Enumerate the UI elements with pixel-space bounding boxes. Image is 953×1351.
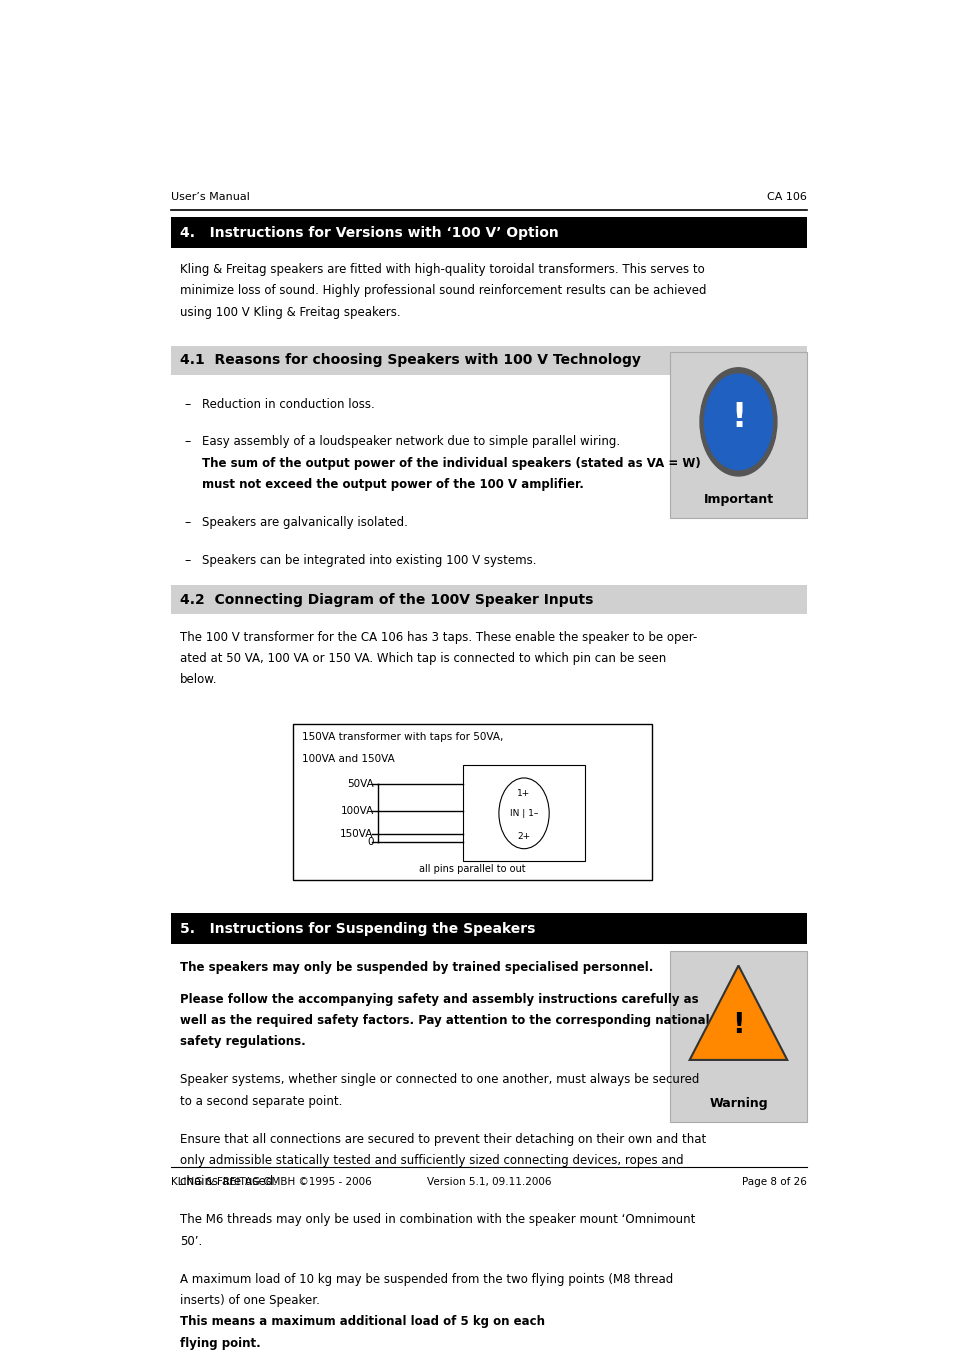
Text: 50VA: 50VA xyxy=(347,780,374,789)
FancyBboxPatch shape xyxy=(171,913,806,944)
Text: –: – xyxy=(184,554,191,567)
Text: IN | 1–: IN | 1– xyxy=(509,809,537,817)
Text: The sum of the output power of the individual speakers (stated as VA = W): The sum of the output power of the indiv… xyxy=(202,457,700,470)
Text: This means a maximum additional load of 5 kg on each: This means a maximum additional load of … xyxy=(180,1316,544,1328)
FancyBboxPatch shape xyxy=(669,353,806,519)
Text: flying point.: flying point. xyxy=(180,1336,260,1350)
Text: 2+: 2+ xyxy=(517,832,530,840)
Text: CA 106: CA 106 xyxy=(766,192,806,203)
Text: only admissible statically tested and sufficiently sized connecting devices, rop: only admissible statically tested and su… xyxy=(180,1154,682,1167)
Text: 5.   Instructions for Suspending the Speakers: 5. Instructions for Suspending the Speak… xyxy=(180,921,535,936)
Text: to a second separate point.: to a second separate point. xyxy=(180,1094,342,1108)
FancyBboxPatch shape xyxy=(171,585,806,615)
Text: The 100 V transformer for the CA 106 has 3 taps. These enable the speaker to be : The 100 V transformer for the CA 106 has… xyxy=(180,631,697,644)
Text: 150VA: 150VA xyxy=(340,830,374,839)
Text: inserts) of one Speaker.: inserts) of one Speaker. xyxy=(180,1294,319,1306)
FancyBboxPatch shape xyxy=(293,724,651,880)
FancyBboxPatch shape xyxy=(171,218,806,249)
Text: all pins parallel to out: all pins parallel to out xyxy=(418,863,525,874)
Circle shape xyxy=(700,367,776,476)
Circle shape xyxy=(703,374,772,470)
Circle shape xyxy=(498,778,549,848)
Text: KLING & FREITAG GMBH ©1995 - 2006: KLING & FREITAG GMBH ©1995 - 2006 xyxy=(171,1178,372,1188)
Text: –: – xyxy=(184,397,191,411)
Text: 50’.: 50’. xyxy=(180,1235,202,1247)
Text: –: – xyxy=(184,435,191,449)
Text: 4.2  Connecting Diagram of the 100V Speaker Inputs: 4.2 Connecting Diagram of the 100V Speak… xyxy=(180,593,593,607)
Text: 100VA: 100VA xyxy=(340,807,374,816)
Text: !: ! xyxy=(731,1011,744,1039)
Text: –: – xyxy=(184,516,191,528)
Text: !: ! xyxy=(730,401,745,434)
Text: The speakers may only be suspended by trained specialised personnel.: The speakers may only be suspended by tr… xyxy=(180,961,653,974)
Text: User’s Manual: User’s Manual xyxy=(171,192,250,203)
Text: below.: below. xyxy=(180,673,217,686)
FancyBboxPatch shape xyxy=(462,766,584,861)
Text: 4.   Instructions for Versions with ‘100 V’ Option: 4. Instructions for Versions with ‘100 V… xyxy=(180,226,558,240)
Text: The M6 threads may only be used in combination with the speaker mount ‘Omnimount: The M6 threads may only be used in combi… xyxy=(180,1213,695,1227)
Text: chains are used.: chains are used. xyxy=(180,1175,276,1189)
Text: Easy assembly of a loudspeaker network due to simple parallel wiring.: Easy assembly of a loudspeaker network d… xyxy=(202,435,619,449)
FancyBboxPatch shape xyxy=(669,951,806,1123)
Text: 100VA and 150VA: 100VA and 150VA xyxy=(301,754,395,763)
Text: must not exceed the output power of the 100 V amplifier.: must not exceed the output power of the … xyxy=(202,478,583,490)
Text: 4.1  Reasons for choosing Speakers with 100 V Technology: 4.1 Reasons for choosing Speakers with 1… xyxy=(180,354,640,367)
Text: Warning: Warning xyxy=(708,1097,767,1109)
Text: Version 5.1, 09.11.2006: Version 5.1, 09.11.2006 xyxy=(426,1178,551,1188)
Text: Speakers are galvanically isolated.: Speakers are galvanically isolated. xyxy=(202,516,408,528)
Text: Reduction in conduction loss.: Reduction in conduction loss. xyxy=(202,397,375,411)
Text: minimize loss of sound. Highly professional sound reinforcement results can be a: minimize loss of sound. Highly professio… xyxy=(180,284,705,297)
Text: well as the required safety factors. Pay attention to the corresponding national: well as the required safety factors. Pay… xyxy=(180,1015,709,1027)
Text: Important: Important xyxy=(702,493,773,505)
Text: A maximum load of 10 kg may be suspended from the two flying points (M8 thread: A maximum load of 10 kg may be suspended… xyxy=(180,1273,673,1286)
Text: Kling & Freitag speakers are fitted with high-quality toroidal transformers. Thi: Kling & Freitag speakers are fitted with… xyxy=(180,263,704,276)
Text: ated at 50 VA, 100 VA or 150 VA. Which tap is connected to which pin can be seen: ated at 50 VA, 100 VA or 150 VA. Which t… xyxy=(180,653,665,665)
Text: Speaker systems, whether single or connected to one another, must always be secu: Speaker systems, whether single or conne… xyxy=(180,1074,699,1086)
Text: 1+: 1+ xyxy=(517,789,530,798)
Text: 0: 0 xyxy=(367,838,374,847)
Text: Please follow the accompanying safety and assembly instructions carefully as: Please follow the accompanying safety an… xyxy=(180,993,698,1005)
Text: Speakers can be integrated into existing 100 V systems.: Speakers can be integrated into existing… xyxy=(202,554,536,567)
Text: Page 8 of 26: Page 8 of 26 xyxy=(741,1178,806,1188)
Text: using 100 V Kling & Freitag speakers.: using 100 V Kling & Freitag speakers. xyxy=(180,305,400,319)
Text: Ensure that all connections are secured to prevent their detaching on their own : Ensure that all connections are secured … xyxy=(180,1132,705,1146)
Polygon shape xyxy=(689,966,786,1061)
Text: safety regulations.: safety regulations. xyxy=(180,1035,305,1048)
Text: 150VA transformer with taps for 50VA,: 150VA transformer with taps for 50VA, xyxy=(301,732,503,742)
FancyBboxPatch shape xyxy=(171,346,806,374)
